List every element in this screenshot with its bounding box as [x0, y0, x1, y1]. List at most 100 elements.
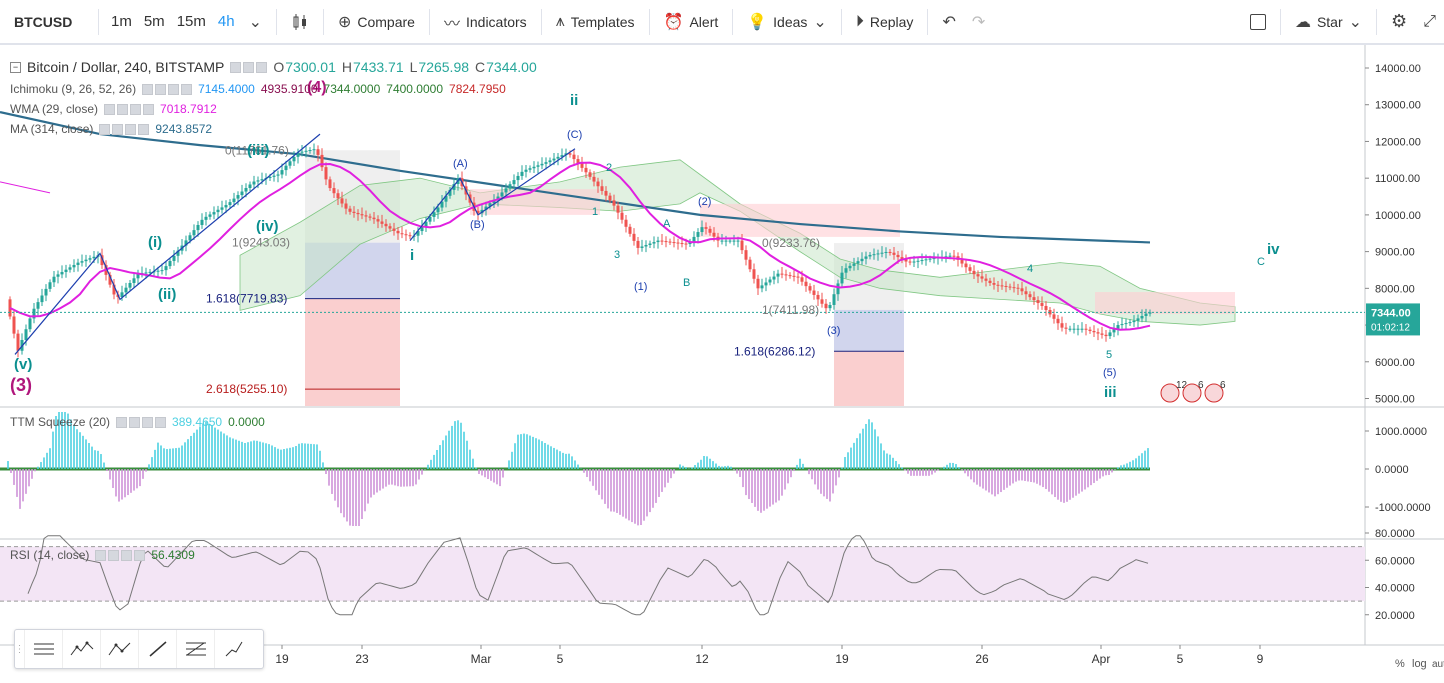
wave-icon [70, 641, 93, 656]
replay-icon: ⏵ [855, 12, 864, 30]
undo-icon: ↶ [942, 13, 956, 31]
lines-tool-button[interactable] [25, 630, 63, 668]
candle-body [92, 256, 96, 259]
candle-body [820, 299, 824, 304]
candle-body [824, 303, 828, 309]
candle-body [620, 212, 624, 220]
candle-body [416, 231, 420, 236]
indicators-button[interactable]: 〰 Indicators [436, 0, 535, 44]
ma-line [0, 110, 1151, 244]
price-tick-label: 14000.00 [1375, 63, 1421, 75]
candle-body [680, 243, 684, 245]
fib-label: 1(9243.03) [232, 236, 290, 250]
fullscreen-square-button[interactable] [1242, 0, 1274, 44]
candle-body [508, 184, 512, 189]
ideas-button[interactable]: 💡 Ideas ⌄ [739, 0, 835, 44]
chart-type-button[interactable] [283, 0, 317, 44]
price-tick-label: 13000.00 [1375, 100, 1421, 112]
elliott-impulse-tool-button[interactable] [63, 630, 101, 668]
divider [732, 8, 734, 35]
fib-tool-button[interactable] [177, 630, 215, 668]
alert-button[interactable]: ⏰ Alert [656, 0, 727, 44]
interval-5m[interactable]: 5m [143, 13, 165, 30]
divider [840, 8, 842, 35]
fib-box-mid [834, 309, 904, 352]
candle-body [392, 228, 396, 231]
candle-body [108, 274, 112, 285]
candle-body [364, 215, 368, 217]
trend-line-tool-button[interactable] [139, 630, 177, 668]
legend-buttons[interactable] [142, 83, 193, 95]
symbol-search[interactable]: BTCUSD [0, 0, 92, 44]
candle-body [532, 166, 536, 169]
ttm-value: 389.4650 [172, 415, 223, 429]
candle-body [296, 152, 300, 157]
percent-scale-button: % [1395, 658, 1405, 670]
path-icon [225, 641, 243, 657]
candle-body [136, 273, 140, 279]
star-button[interactable]: ☁ Star ⌄ [1287, 0, 1370, 44]
settings-button[interactable]: ⚙ [1383, 0, 1415, 44]
candle-body [540, 163, 544, 166]
candle-body [384, 223, 388, 227]
legend-buttons[interactable] [104, 103, 155, 115]
redo-button[interactable]: ↷ [964, 0, 993, 44]
drawing-toolbar: ⋮ [14, 629, 264, 669]
candle-body [320, 154, 324, 168]
candle-body [380, 221, 384, 224]
interval-1m[interactable]: 1m [111, 13, 132, 30]
candle-body [1020, 288, 1024, 292]
compare-button[interactable]: ⊕ Compare [330, 0, 423, 44]
undo-button[interactable]: ↶ [934, 0, 963, 44]
time-tick-label: 9 [1257, 652, 1264, 666]
collapse-icon[interactable]: − [10, 61, 21, 73]
candle-body [992, 283, 996, 285]
drawing-toolbar-grip[interactable]: ⋮ [15, 630, 25, 668]
legend-buttons[interactable] [230, 61, 268, 73]
wave-label: (3) [10, 375, 32, 395]
elliott-correction-tool-button[interactable] [101, 630, 139, 668]
interval-15m[interactable]: 15m [176, 13, 206, 30]
candle-body [984, 278, 988, 281]
chevron-down-icon: ⌄ [248, 13, 262, 31]
open-value: 7300.01 [285, 59, 336, 75]
interval-dropdown[interactable]: ⌄ [241, 0, 270, 44]
ma-label: MA (314, close) [10, 122, 94, 136]
templates-icon: ⩚ [555, 12, 565, 30]
candle-body [552, 158, 556, 161]
candle-body [124, 287, 128, 293]
wave-label: (1) [634, 281, 647, 293]
ichimoku-legend: Ichimoku (9, 26, 52, 26) 7145.4000 4935.… [10, 82, 506, 96]
interval-4h[interactable]: 4h [217, 13, 235, 30]
templates-button[interactable]: ⩚ Templates [548, 0, 643, 44]
wma-legend: WMA (29, close) 7018.7912 [10, 102, 217, 116]
path-tool-button[interactable] [215, 630, 253, 668]
candle-body [668, 241, 672, 243]
replay-button[interactable]: ⏵ Replay [848, 0, 922, 44]
candle-body [780, 273, 784, 275]
legend-buttons[interactable] [116, 416, 167, 428]
trend-line-icon [149, 641, 166, 657]
ttm-tick-label: 1000.0000 [1375, 426, 1427, 438]
candle-body [756, 278, 760, 289]
legend-buttons[interactable] [99, 123, 150, 135]
top-toolbar: BTCUSD 1m 5m 15m 4h ⌄ ⊕ Compare 〰 Indicato… [0, 0, 1444, 44]
legend-buttons[interactable] [95, 549, 146, 561]
candle-body [784, 274, 788, 276]
chart-canvas[interactable]: 14000.00 13000.00 12000.00 11000.00 10000.00… [0, 45, 1444, 678]
candle-body [968, 267, 972, 271]
candle-body [892, 252, 896, 255]
candle-body [856, 261, 860, 264]
candle-body [12, 316, 16, 334]
candle-body [324, 167, 328, 180]
candle-body [600, 186, 604, 191]
candle-body [1024, 291, 1028, 295]
candle-body [120, 292, 124, 298]
price-badge-countdown: 01:02:12 [1371, 322, 1410, 333]
candle-body [280, 170, 284, 175]
candle-body [700, 227, 704, 233]
maximize-button[interactable]: ⤢ [1415, 0, 1444, 44]
wma-label: WMA (29, close) [10, 102, 99, 116]
chart-area[interactable]: 14000.00 13000.00 12000.00 11000.00 10000.00… [0, 44, 1444, 677]
ichimoku-label: Ichimoku (9, 26, 52, 26) [10, 82, 137, 96]
